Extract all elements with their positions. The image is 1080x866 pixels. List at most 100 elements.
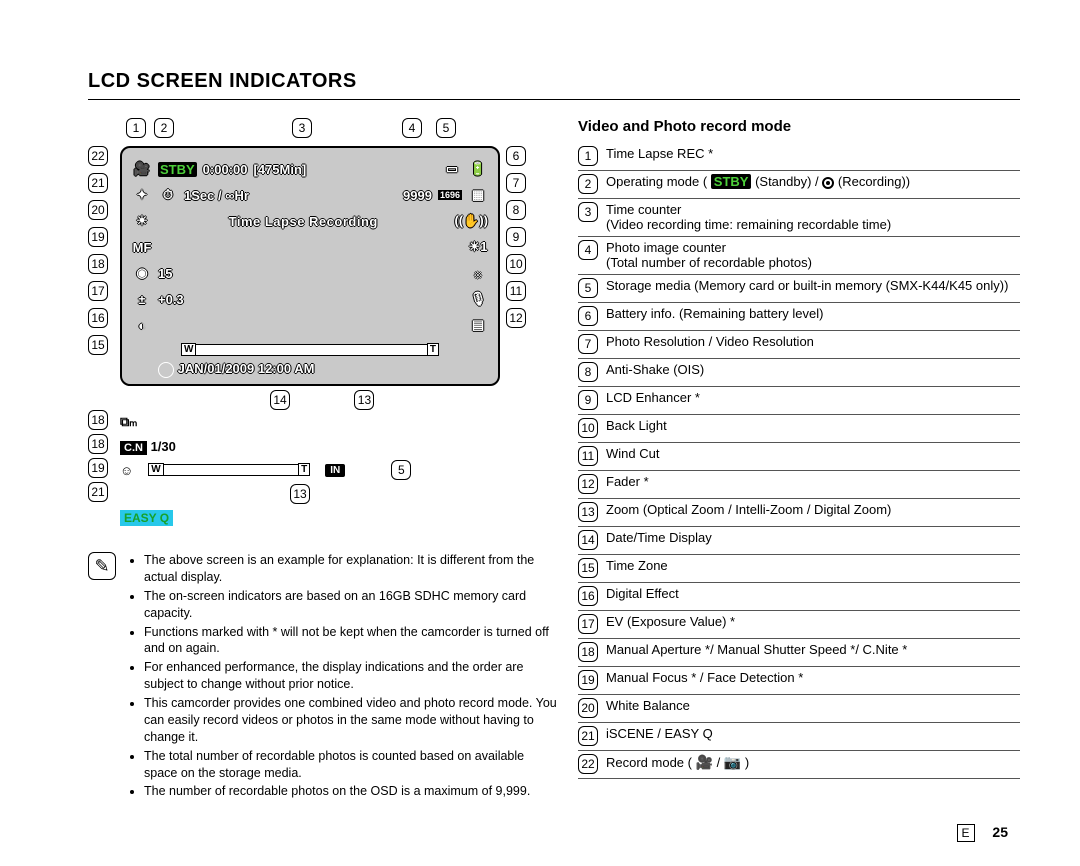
zoom-bar-2: W T — [149, 464, 309, 476]
lcd-enhancer-icon: ☀1 — [468, 239, 488, 255]
remaining-time: [475Min] — [253, 162, 306, 177]
legend-num: 15 — [578, 558, 598, 578]
iscene-icon: ✦ — [132, 187, 152, 203]
section-heading: Video and Photo record mode — [578, 118, 1020, 135]
callout-5: 5 — [436, 118, 456, 138]
legend-num: 11 — [578, 446, 598, 466]
legend-row: 19Manual Focus * / Face Detection * — [578, 667, 1020, 695]
legend-text: Fader * — [606, 474, 1020, 489]
legend-row: 9 LCD Enhancer * — [578, 387, 1020, 415]
legend-row: 6Battery info. (Remaining battery level) — [578, 303, 1020, 331]
notes-block: ✎ The above screen is an example for exp… — [88, 552, 558, 802]
sub-callout-5: 5 — [391, 460, 411, 480]
legend-num: 9 — [578, 390, 598, 410]
legend-text: EV (Exposure Value) * — [606, 614, 1020, 629]
note-icon: ✎ — [88, 552, 116, 580]
right-column: Video and Photo record mode 1 Time Lapse … — [578, 118, 1020, 802]
timezone-icon — [158, 362, 174, 378]
legend-row: 11 Wind Cut — [578, 443, 1020, 471]
callout-19: 19 — [88, 227, 108, 247]
ev-value: +0.3 — [158, 292, 184, 307]
note-item: The above screen is an example for expla… — [144, 552, 558, 586]
legend-text: White Balance — [606, 698, 1020, 713]
cnite-value: 1/30 — [151, 439, 176, 454]
easyq-indicator: EASY Q — [120, 510, 173, 526]
legend-text: Back Light — [606, 418, 1020, 433]
legend-num: 7 — [578, 334, 598, 354]
legend-row: 16Digital Effect — [578, 583, 1020, 611]
callout-2: 2 — [154, 118, 174, 138]
sub-callout-13: 13 — [290, 484, 310, 504]
aperture-icon: ◉ — [132, 265, 152, 281]
stby-indicator: STBY — [158, 162, 197, 177]
legend-text: Photo Resolution / Video Resolution — [606, 334, 1020, 349]
legend-row: 4Photo image counter(Total number of rec… — [578, 237, 1020, 275]
callout-20: 20 — [88, 200, 108, 220]
note-item: The number of recordable photos on the O… — [144, 783, 558, 800]
legend-num: 2 — [578, 174, 598, 194]
lcd-diagram: 1 2 3 4 5 22 21 20 19 18 17 16 15 6 7 — [88, 118, 558, 386]
wb-icon: ☀ — [132, 213, 152, 229]
note-item: For enhanced performance, the display in… — [144, 659, 558, 693]
zoom-t2: T — [298, 463, 310, 476]
legend-text: Operating mode ( STBY (Standby) / (Recor… — [606, 174, 1020, 189]
callout-6: 6 — [506, 146, 526, 166]
legend-num: 8 — [578, 362, 598, 382]
page-number: E 25 — [957, 824, 1008, 842]
note-item: This camcorder provides one combined vid… — [144, 695, 558, 746]
callouts-bottom: 14 13 — [120, 390, 500, 410]
mf-icon: MF — [132, 240, 152, 255]
legend-num: 4 — [578, 240, 598, 260]
legend-text: Digital Effect — [606, 586, 1020, 601]
callouts-right: 6 7 8 9 10 11 12 — [506, 146, 526, 335]
page-num-value: 25 — [992, 824, 1008, 840]
ois-icon: ((✋)) — [454, 213, 488, 229]
callout-16: 16 — [88, 308, 108, 328]
cnite-label: C.N — [120, 441, 147, 455]
callout-12: 12 — [506, 308, 526, 328]
legend-row: 12Fader * — [578, 471, 1020, 499]
legend-row: 2 Operating mode ( STBY (Standby) / (Reco… — [578, 171, 1020, 199]
legend-num: 1 — [578, 146, 598, 166]
zoom-t: T — [427, 343, 439, 356]
zoom-bar: W T — [182, 344, 438, 356]
sub-indicators: 18 18 19 21 ⧉ₘ C.N 1/30 ☺ W T IN 5 13 — [120, 410, 558, 530]
legend-row: 18Manual Aperture */ Manual Shutter Spee… — [578, 639, 1020, 667]
fader-icon: ▤ — [468, 317, 488, 333]
legend-num: 17 — [578, 614, 598, 634]
legend-text: Manual Aperture */ Manual Shutter Speed … — [606, 642, 1020, 657]
legend-text: Date/Time Display — [606, 530, 1020, 545]
legend-row: 7 Photo Resolution / Video Resolution — [578, 331, 1020, 359]
legend-row: 13Zoom (Optical Zoom / Intelli-Zoom / Di… — [578, 499, 1020, 527]
legend-num: 3 — [578, 202, 598, 222]
camcorder-icon: 🎥 — [132, 161, 152, 177]
sub-callout-19: 19 — [88, 458, 108, 478]
sub-callout-18a: 18 — [88, 410, 108, 430]
legend-row: 5Storage media (Memory card or built-in … — [578, 275, 1020, 303]
grid-icon: ▦ — [468, 187, 488, 203]
legend-row: 15Time Zone — [578, 555, 1020, 583]
legend-text: Time Lapse REC * — [606, 146, 1020, 161]
center-osd-text: Time Lapse Recording — [229, 214, 378, 229]
backlight-icon: ☼ — [468, 266, 488, 281]
photo-res: 1696 — [438, 190, 462, 200]
manual-value: 15 — [158, 266, 172, 281]
legend-num: 14 — [578, 530, 598, 550]
callout-21: 21 — [88, 173, 108, 193]
note-item: The on-screen indicators are based on an… — [144, 588, 558, 622]
legend-text: Wind Cut — [606, 446, 1020, 461]
legend-num: 13 — [578, 502, 598, 522]
callout-1: 1 — [126, 118, 146, 138]
legend-text: Battery info. (Remaining battery level) — [606, 306, 1020, 321]
legend-num: 20 — [578, 698, 598, 718]
photo-counter: 9999 — [403, 188, 432, 203]
note-item: Functions marked with * will not be kept… — [144, 624, 558, 658]
legend-row: 17 EV (Exposure Value) * — [578, 611, 1020, 639]
legend-text: Manual Focus * / Face Detection * — [606, 670, 1020, 685]
callout-9: 9 — [506, 227, 526, 247]
legend-num: 10 — [578, 418, 598, 438]
callout-18: 18 — [88, 254, 108, 274]
battery-icon: 🔋 — [468, 161, 488, 177]
interval-icon: ⏱ — [158, 187, 178, 203]
legend-text: LCD Enhancer * — [606, 390, 1020, 405]
